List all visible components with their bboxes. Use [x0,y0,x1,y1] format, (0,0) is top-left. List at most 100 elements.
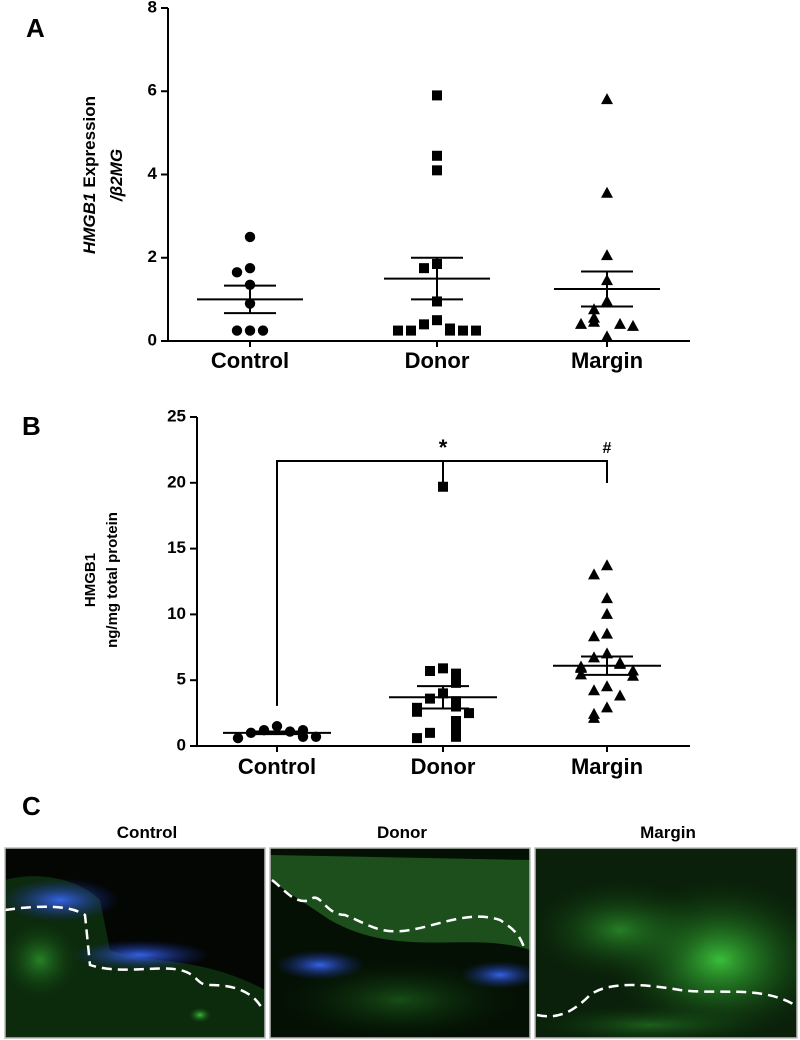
data-point [257,325,269,336]
data-point [438,481,448,492]
data-point [232,732,244,744]
y-axis-label-text: Expression [80,96,99,188]
data-point [601,607,613,619]
x-tick-label: Margin [571,348,643,373]
y-axis-label-line2: ng/mg total protein [104,512,121,648]
data-point [244,325,256,336]
data-point [406,325,416,336]
data-point [601,592,613,604]
data-point [601,186,613,198]
data-point [588,684,600,696]
y-tick-label: 2 [148,247,157,266]
y-tick-label: 25 [167,406,186,425]
x-tick-label: Control [211,348,289,373]
y-tick-label: 20 [167,472,186,491]
data-point [588,711,600,723]
y-axis-label: HMGB1 Expression [80,96,99,254]
data-point [244,231,256,243]
data-point [601,559,613,571]
data-point [601,627,613,639]
y-tick-label: 5 [177,670,186,689]
image-frame [269,847,531,1039]
data-point [458,325,468,336]
image-title: Donor [377,823,427,842]
y-tick-label: 0 [148,330,157,349]
x-tick-label: Control [238,754,316,779]
y-tick-label: 0 [177,735,186,754]
micrograph [535,848,797,1038]
significance-mark: # [603,440,612,457]
image-frame [4,847,266,1039]
y-tick-label: 15 [167,538,186,557]
micrograph [5,848,265,1038]
data-point [601,680,613,692]
data-point [451,696,461,707]
data-point [588,630,600,642]
sem-bar [417,685,469,710]
data-point [432,296,442,307]
data-point [451,717,461,728]
y-axis-label-text: HMGB1 [82,553,99,607]
data-point [412,706,422,717]
sem-bar [251,730,303,736]
image-title: Margin [640,823,696,842]
image-title: Control [117,823,177,842]
panel-label: B [22,411,41,441]
data-point [575,317,587,329]
data-point [471,325,481,336]
data-point [432,150,442,161]
data-point [438,663,448,674]
data-point [451,701,461,712]
data-point [412,733,422,744]
data-point [575,661,587,673]
y-tick-label: 8 [148,0,157,16]
x-tick-label: Donor [411,754,476,779]
data-point [614,317,626,329]
data-point [601,330,613,342]
data-point [425,665,435,676]
x-tick-label: Margin [571,754,643,779]
image-frame [534,847,798,1039]
sem-bar [411,256,463,301]
data-point [588,303,600,315]
significance-mark: * [439,435,448,460]
data-point [432,315,442,326]
data-point [393,325,403,336]
data-point [231,267,243,278]
data-point [601,249,613,261]
data-point [451,677,461,688]
y-axis-label-gene: HMGB1 [80,193,99,254]
data-point [419,263,429,274]
data-point [601,701,613,713]
data-point [231,325,243,336]
data-point [451,731,461,742]
data-point [601,93,613,105]
y-tick-label: 4 [148,164,158,183]
y-axis-label-line2: /β2MG [107,149,126,202]
data-point [271,721,283,732]
data-point [451,668,461,679]
data-point [614,689,626,701]
data-point [432,90,442,101]
micrograph [270,848,530,1038]
data-point [627,319,639,331]
data-point [244,262,256,274]
sem-bar [224,284,276,315]
sem-bar [581,655,633,676]
data-point [445,325,455,336]
data-point [588,315,600,327]
data-point [464,708,474,719]
sem-bar [581,270,633,308]
data-point [425,693,435,704]
data-point [310,731,322,742]
y-axis-label: HMGB1 [82,553,99,607]
data-point [614,657,626,669]
y-tick-label: 10 [167,604,186,623]
y-tick-label: 6 [148,81,157,100]
data-point [419,319,429,330]
x-tick-label: Donor [405,348,470,373]
data-point [451,723,461,734]
data-point [432,165,442,176]
panel-label: C [22,791,41,821]
